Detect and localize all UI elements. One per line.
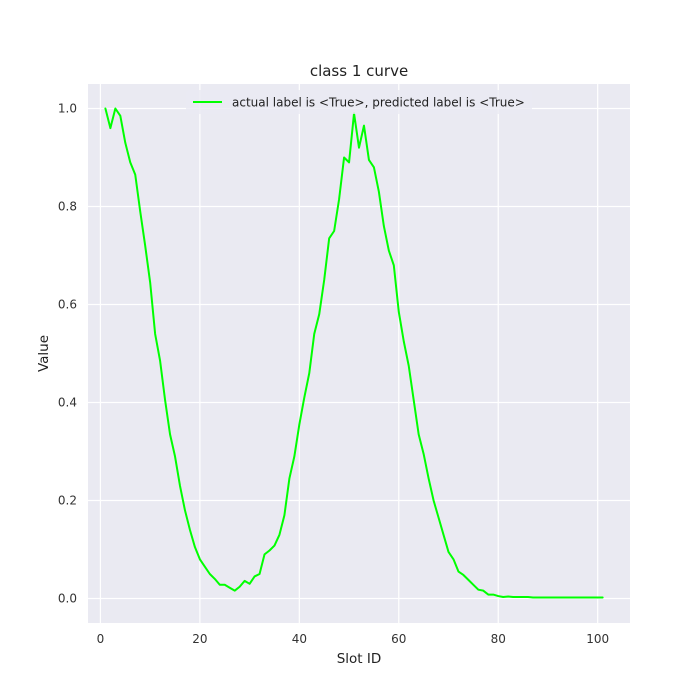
- x-tick-label: 80: [491, 632, 506, 646]
- legend: actual label is <True>, predicted label …: [186, 90, 532, 114]
- grid-lines: [88, 84, 630, 623]
- tick-labels: 0 20 40 60 80 100 0.0 0.2 0.4 0.6 0.8 1.0: [58, 102, 609, 647]
- x-tick-label: 20: [192, 632, 207, 646]
- x-tick-label: 60: [391, 632, 406, 646]
- chart-title: class 1 curve: [310, 62, 408, 80]
- y-tick-label: 0.8: [58, 200, 77, 214]
- x-tick-label: 100: [586, 632, 609, 646]
- y-tick-label: 1.0: [58, 102, 77, 116]
- plot-area: [88, 84, 630, 623]
- x-tick-label: 0: [97, 632, 105, 646]
- y-tick-label: 0.0: [58, 592, 77, 606]
- legend-label: actual label is <True>, predicted label …: [232, 96, 525, 110]
- legend-box: [186, 90, 532, 114]
- y-tick-label: 0.6: [58, 298, 77, 312]
- y-tick-label: 0.2: [58, 494, 77, 508]
- x-axis-label: Slot ID: [337, 651, 382, 667]
- x-tick-label: 40: [292, 632, 307, 646]
- y-tick-label: 0.4: [58, 396, 77, 410]
- y-axis-label: Value: [36, 335, 52, 372]
